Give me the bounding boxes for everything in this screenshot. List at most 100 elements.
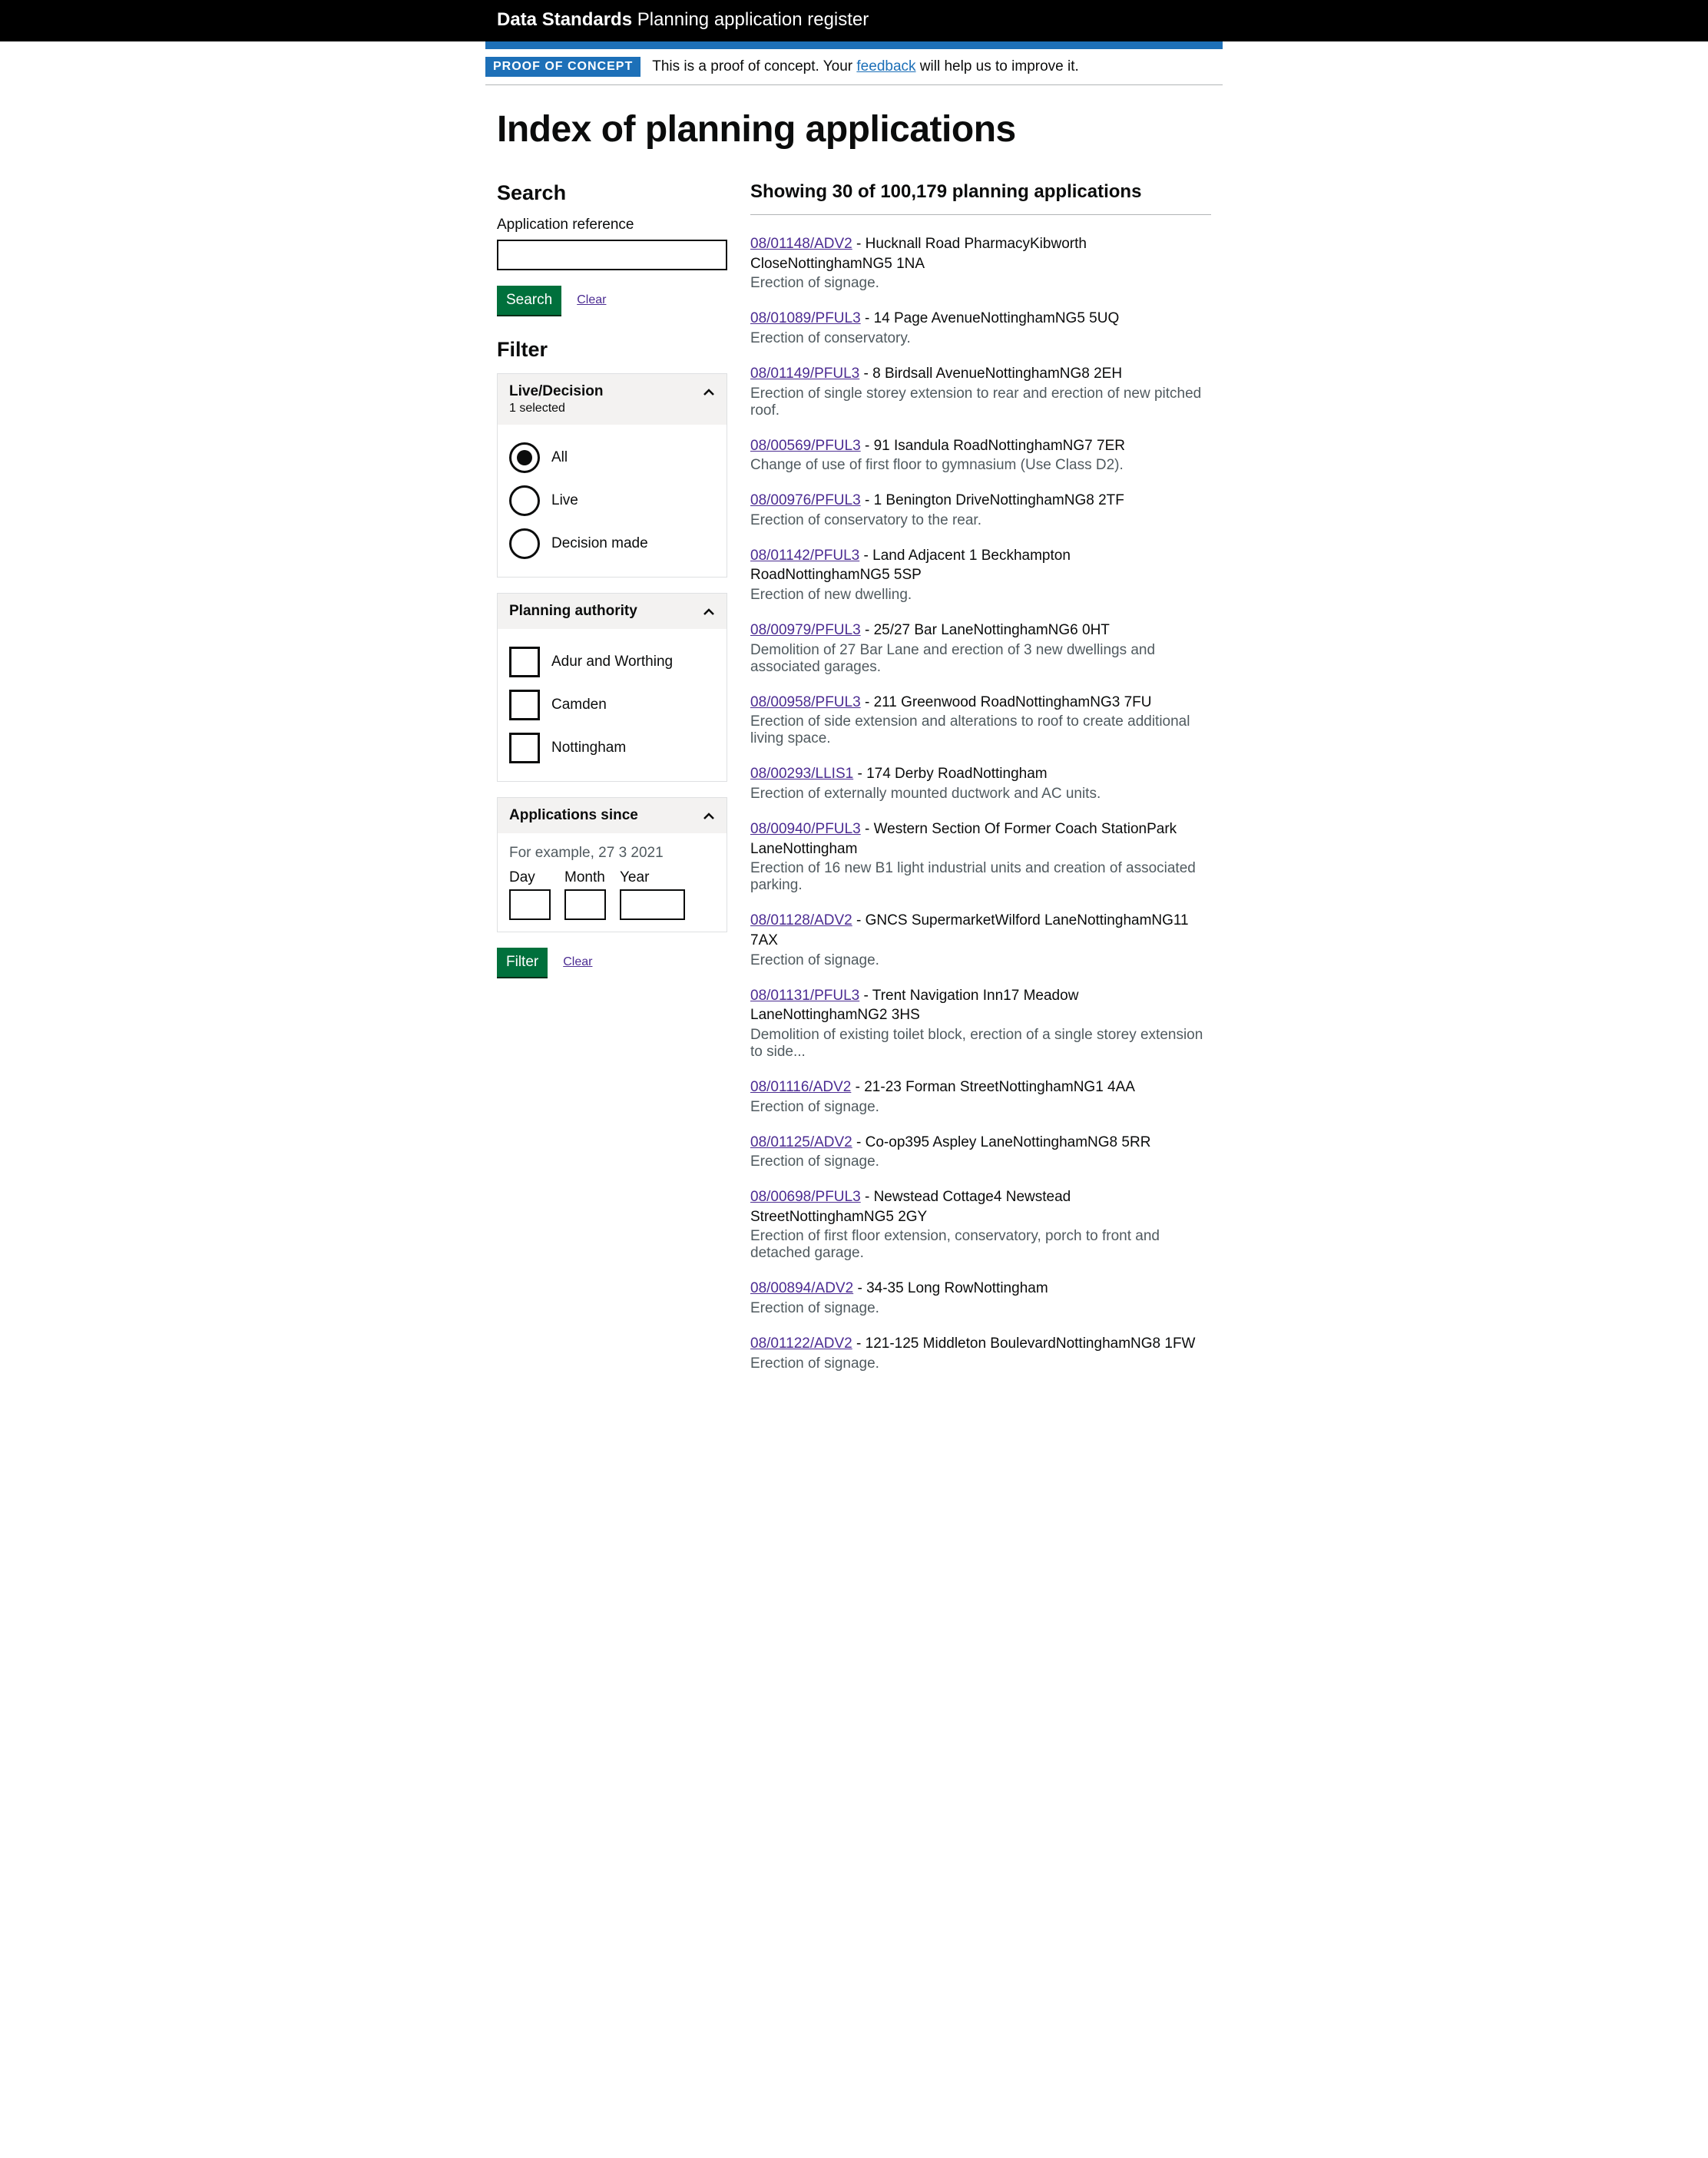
result-description: Change of use of first floor to gymnasiu… [750, 457, 1211, 474]
result-item: 08/01125/ADV2 - Co-op395 Aspley LaneNott… [750, 1133, 1211, 1171]
facet-since: Applications since For example, 27 3 202… [497, 797, 727, 932]
result-reference-link[interactable]: 08/01149/PFUL3 [750, 366, 859, 382]
result-reference-link[interactable]: 08/00979/PFUL3 [750, 622, 861, 638]
result-separator: - [859, 366, 872, 382]
result-reference-link[interactable]: 08/00940/PFUL3 [750, 821, 861, 837]
result-item: 08/00958/PFUL3 - 211 Greenwood RoadNotti… [750, 693, 1211, 748]
result-description: Erection of signage. [750, 1099, 1211, 1116]
day-input[interactable] [509, 889, 551, 920]
result-description: Erection of single storey extension to r… [750, 386, 1211, 419]
result-address: 25/27 Bar LaneNottinghamNG6 0HT [874, 622, 1110, 638]
result-separator: - [852, 912, 866, 928]
chevron-up-icon [703, 386, 715, 399]
facet-live-decision-toggle[interactable]: Live/Decision 1 selected [498, 374, 727, 425]
result-separator: - [861, 438, 874, 454]
month-label: Month [564, 869, 606, 886]
result-item: 08/01116/ADV2 - 21-23 Forman StreetNotti… [750, 1077, 1211, 1116]
result-reference-link[interactable]: 08/01122/ADV2 [750, 1336, 852, 1352]
phase-banner: Proof of concept This is a proof of conc… [485, 49, 1223, 85]
result-reference-link[interactable]: 08/00894/ADV2 [750, 1280, 853, 1296]
result-reference-link[interactable]: 08/00698/PFUL3 [750, 1189, 861, 1205]
facet-authority-title: Planning authority [509, 603, 637, 620]
checkbox-label: Camden [551, 697, 607, 713]
year-label: Year [620, 869, 685, 886]
facet-authority-toggle[interactable]: Planning authority [498, 594, 727, 629]
result-reference-link[interactable]: 08/01128/ADV2 [750, 912, 852, 928]
result-description: Demolition of existing toilet block, ere… [750, 1027, 1211, 1061]
result-item: 08/01128/ADV2 - GNCS SupermarketWilford … [750, 911, 1211, 968]
result-reference-link[interactable]: 08/01142/PFUL3 [750, 548, 859, 564]
result-reference-link[interactable]: 08/00976/PFUL3 [750, 492, 861, 508]
day-label: Day [509, 869, 551, 886]
result-description: Erection of first floor extension, conse… [750, 1228, 1211, 1262]
result-description: Erection of 16 new B1 light industrial u… [750, 860, 1211, 894]
result-description: Erection of conservatory. [750, 330, 1211, 347]
radio-label: All [551, 449, 568, 466]
radio-label: Decision made [551, 535, 648, 552]
radio-option[interactable]: Live [509, 479, 715, 522]
result-separator: - [851, 1079, 864, 1095]
radio-option[interactable]: Decision made [509, 522, 715, 565]
date-hint: For example, 27 3 2021 [509, 845, 715, 862]
result-item: 08/00894/ADV2 - 34-35 Long RowNottingham… [750, 1279, 1211, 1317]
result-item: 08/01089/PFUL3 - 14 Page AvenueNottingha… [750, 309, 1211, 347]
result-description: Erection of new dwelling. [750, 587, 1211, 604]
radio-option[interactable]: All [509, 436, 715, 479]
checkbox-indicator [509, 733, 540, 763]
result-description: Erection of signage. [750, 1153, 1211, 1170]
checkbox-indicator [509, 647, 540, 677]
result-reference-link[interactable]: 08/01089/PFUL3 [750, 310, 861, 326]
result-reference-link[interactable]: 08/00569/PFUL3 [750, 438, 861, 454]
blue-divider [485, 41, 1223, 49]
result-description: Erection of signage. [750, 1355, 1211, 1372]
result-description: Erection of signage. [750, 275, 1211, 292]
result-reference-link[interactable]: 08/01148/ADV2 [750, 236, 852, 252]
result-address: 1 Benington DriveNottinghamNG8 2TF [874, 492, 1124, 508]
checkbox-indicator [509, 690, 540, 720]
result-separator: - [859, 988, 872, 1004]
checkbox-option[interactable]: Camden [509, 683, 715, 727]
result-description: Erection of signage. [750, 952, 1211, 969]
result-item: 08/01142/PFUL3 - Land Adjacent 1 Beckham… [750, 546, 1211, 604]
result-description: Erection of conservatory to the rear. [750, 512, 1211, 529]
filter-button[interactable]: Filter [497, 948, 548, 977]
result-address: 174 Derby RoadNottingham [866, 766, 1048, 782]
result-address: 34-35 Long RowNottingham [866, 1280, 1048, 1296]
result-address: 21-23 Forman StreetNottinghamNG1 4AA [864, 1079, 1135, 1095]
phase-tag: Proof of concept [485, 57, 640, 77]
result-address: 121-125 Middleton BoulevardNottinghamNG8… [866, 1336, 1196, 1352]
sidebar: Search Application reference Search Clea… [497, 181, 727, 1389]
checkbox-label: Adur and Worthing [551, 654, 673, 670]
result-reference-link[interactable]: 08/00293/LLIS1 [750, 766, 853, 782]
result-separator: - [853, 766, 866, 782]
brand-name: Data Standards [497, 9, 632, 30]
checkbox-label: Nottingham [551, 740, 626, 756]
result-separator: - [852, 236, 866, 252]
year-input[interactable] [620, 889, 685, 920]
filter-clear-link[interactable]: Clear [563, 955, 592, 969]
result-separator: - [852, 1336, 866, 1352]
result-address: 14 Page AvenueNottinghamNG5 5UQ [874, 310, 1120, 326]
facet-live-decision-title: Live/Decision [509, 383, 604, 399]
search-clear-link[interactable]: Clear [577, 293, 606, 307]
month-input[interactable] [564, 889, 606, 920]
result-separator: - [861, 1189, 874, 1205]
facet-since-toggle[interactable]: Applications since [498, 798, 727, 833]
result-separator: - [861, 821, 874, 837]
filter-heading: Filter [497, 338, 727, 362]
result-item: 08/00940/PFUL3 - Western Section Of Form… [750, 819, 1211, 894]
result-description: Erection of externally mounted ductwork … [750, 786, 1211, 803]
results-heading: Showing 30 of 100,179 planning applicati… [750, 181, 1211, 215]
result-reference-link[interactable]: 08/01125/ADV2 [750, 1134, 852, 1150]
search-input[interactable] [497, 240, 727, 270]
search-button[interactable]: Search [497, 286, 561, 315]
result-reference-link[interactable]: 08/01116/ADV2 [750, 1079, 851, 1095]
result-description: Erection of side extension and alteratio… [750, 713, 1211, 747]
result-item: 08/01122/ADV2 - 121-125 Middleton Boulev… [750, 1334, 1211, 1372]
checkbox-option[interactable]: Nottingham [509, 727, 715, 770]
result-reference-link[interactable]: 08/00958/PFUL3 [750, 694, 861, 710]
search-heading: Search [497, 181, 727, 205]
feedback-link[interactable]: feedback [856, 58, 915, 74]
checkbox-option[interactable]: Adur and Worthing [509, 640, 715, 683]
result-reference-link[interactable]: 08/01131/PFUL3 [750, 988, 859, 1004]
